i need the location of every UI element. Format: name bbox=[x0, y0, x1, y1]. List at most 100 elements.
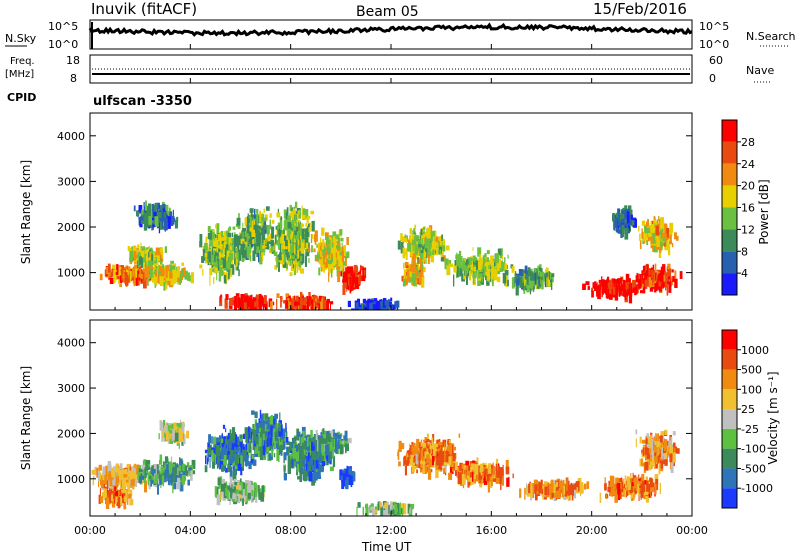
data-streak bbox=[315, 230, 318, 241]
data-streak bbox=[247, 234, 249, 246]
data-streak bbox=[427, 227, 431, 238]
data-streak bbox=[176, 217, 178, 222]
data-streak bbox=[300, 292, 302, 301]
data-streak bbox=[221, 250, 223, 254]
data-streak bbox=[478, 261, 482, 270]
data-streak bbox=[619, 227, 621, 231]
data-streak bbox=[137, 261, 138, 269]
data-streak bbox=[280, 244, 281, 254]
data-streak bbox=[270, 416, 273, 425]
data-streak bbox=[264, 209, 265, 213]
data-streak bbox=[433, 237, 435, 246]
data-streak bbox=[291, 224, 294, 228]
data-streak bbox=[232, 489, 235, 493]
data-streak bbox=[131, 479, 135, 486]
cpid-value: ulfscan -3350 bbox=[93, 94, 192, 109]
data-streak bbox=[537, 266, 539, 272]
data-streak bbox=[116, 276, 119, 279]
data-streak bbox=[497, 277, 501, 282]
data-streak bbox=[115, 491, 118, 497]
data-streak bbox=[670, 235, 672, 245]
data-streak bbox=[172, 266, 175, 270]
data-streak bbox=[265, 238, 266, 245]
data-streak bbox=[321, 298, 323, 310]
data-streak bbox=[93, 479, 95, 485]
data-streak bbox=[304, 297, 307, 300]
y-tick-label: 2000 bbox=[57, 221, 85, 234]
power-colorbar-label: Power [dB] bbox=[757, 179, 771, 244]
data-streak bbox=[164, 212, 166, 219]
data-streak bbox=[354, 273, 356, 281]
colorbar-swatch bbox=[722, 186, 737, 208]
data-streak bbox=[218, 439, 220, 443]
data-streak bbox=[236, 248, 237, 259]
data-streak bbox=[254, 245, 256, 254]
data-streak bbox=[664, 275, 666, 281]
data-streak bbox=[205, 253, 208, 257]
data-streak bbox=[227, 491, 229, 500]
data-streak bbox=[237, 449, 239, 457]
data-streak bbox=[248, 484, 252, 494]
data-streak bbox=[473, 247, 474, 251]
data-streak bbox=[148, 216, 152, 225]
data-streak bbox=[436, 243, 438, 250]
data-streak bbox=[299, 239, 300, 249]
data-streak bbox=[123, 474, 127, 477]
data-streak bbox=[441, 257, 444, 261]
data-streak bbox=[645, 280, 649, 287]
data-streak bbox=[312, 234, 314, 239]
data-streak bbox=[503, 273, 507, 284]
data-streak bbox=[141, 476, 144, 480]
data-streak bbox=[413, 243, 414, 251]
data-streak bbox=[655, 222, 657, 225]
cpid-label: CPID bbox=[7, 91, 36, 104]
nsearch-tick-low: 10^0 bbox=[699, 38, 729, 51]
data-streak bbox=[530, 271, 533, 280]
data-streak bbox=[541, 280, 544, 290]
data-streak bbox=[276, 293, 279, 298]
data-streak bbox=[110, 278, 114, 284]
data-streak bbox=[228, 257, 232, 262]
data-streak bbox=[341, 238, 344, 242]
data-streak bbox=[618, 221, 621, 226]
data-streak bbox=[259, 233, 261, 245]
data-streak bbox=[224, 275, 227, 283]
data-streak bbox=[312, 303, 314, 314]
data-streak bbox=[240, 439, 243, 442]
data-streak bbox=[433, 249, 434, 255]
data-streak bbox=[320, 238, 321, 246]
data-streak bbox=[405, 234, 406, 238]
data-streak bbox=[181, 270, 183, 276]
colorbar-tick-label: 4 bbox=[741, 267, 748, 280]
data-streak bbox=[251, 230, 255, 237]
data-streak bbox=[225, 428, 226, 432]
data-streak bbox=[112, 480, 115, 486]
data-streak bbox=[223, 243, 224, 254]
data-streak bbox=[680, 271, 683, 279]
data-streak bbox=[216, 273, 217, 281]
data-streak bbox=[658, 275, 662, 279]
data-streak bbox=[348, 301, 351, 307]
data-streak bbox=[187, 467, 188, 471]
data-streak bbox=[640, 290, 643, 293]
data-streak bbox=[218, 249, 220, 252]
data-streak bbox=[223, 425, 225, 429]
data-streak bbox=[264, 295, 267, 304]
data-streak bbox=[280, 445, 283, 452]
data-streak bbox=[302, 243, 305, 253]
data-streak bbox=[279, 256, 282, 260]
data-streak bbox=[303, 305, 306, 316]
data-streak bbox=[179, 465, 182, 471]
data-streak bbox=[220, 492, 222, 500]
data-streak bbox=[491, 261, 494, 267]
data-streak bbox=[487, 250, 490, 254]
data-streak bbox=[110, 475, 112, 486]
data-streak bbox=[251, 446, 252, 456]
data-streak bbox=[281, 216, 282, 220]
data-streak bbox=[111, 495, 113, 501]
data-streak bbox=[302, 298, 303, 304]
data-streak bbox=[396, 301, 400, 308]
data-streak bbox=[308, 224, 310, 228]
freq-tick-high: 18 bbox=[66, 54, 80, 67]
